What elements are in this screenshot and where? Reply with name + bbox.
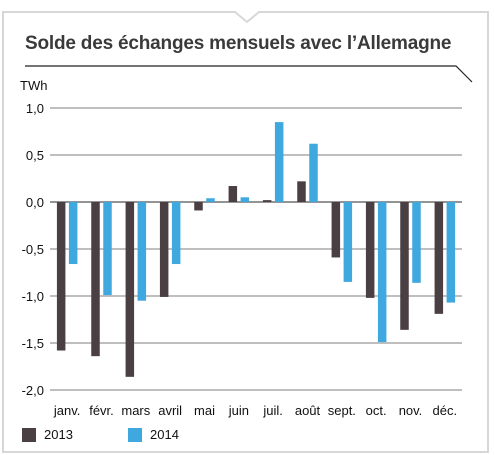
y-tick-label: -2,0: [22, 383, 44, 398]
bar-2014: [103, 202, 112, 296]
chart-title: Solde des échanges mensuels avec l’Allem…: [25, 33, 452, 54]
y-axis-unit: TWh: [20, 78, 48, 93]
legend-label-2013: 2013: [44, 427, 73, 442]
x-tick-labels: janv. févr. mars avril mai juin juil. août sept.…: [53, 403, 457, 418]
x-tick-label: janv.: [53, 403, 81, 418]
bar-2013: [434, 202, 444, 314]
bar-2013: [194, 202, 203, 211]
x-tick-label: mars: [121, 403, 150, 418]
legend-swatch-2014: [128, 427, 142, 442]
y-tick-label: -1,5: [22, 336, 44, 351]
bar-2014: [137, 202, 147, 301]
x-tick-label: août: [295, 403, 321, 418]
y-tick-label: 0,0: [26, 195, 44, 210]
bar-2013: [56, 202, 66, 351]
y-tick-label: -0,5: [22, 242, 44, 257]
bars: [56, 122, 456, 377]
legend-label-2014: 2014: [150, 427, 179, 442]
x-tick-label: oct.: [366, 403, 387, 418]
y-tick-labels: 1,0 0,5 0,0 -0,5 -1,0 -1,5 -2,0: [22, 101, 44, 398]
grid-lines: [50, 107, 462, 391]
bar-2013: [365, 202, 375, 298]
bar-2014: [446, 202, 456, 303]
bar-2013: [262, 200, 272, 202]
bar-2014: [68, 202, 78, 265]
x-tick-label: juil.: [262, 403, 283, 418]
bar-2014: [343, 202, 353, 282]
x-tick-label: juin: [228, 403, 249, 418]
bar-2014: [274, 122, 284, 202]
x-tick-label: avril: [158, 403, 182, 418]
bar-2013: [125, 202, 135, 377]
bar-2014: [377, 202, 387, 343]
x-tick-label: mai: [194, 403, 215, 418]
bar-2014: [309, 143, 318, 202]
y-tick-label: 1,0: [26, 101, 44, 116]
x-tick-label: nov.: [399, 403, 423, 418]
y-tick-label: -1,0: [22, 289, 44, 304]
legend-swatch-2013: [22, 427, 36, 442]
bar-2013: [159, 202, 169, 297]
x-tick-label: sept.: [328, 403, 356, 418]
bar-2013: [228, 186, 238, 202]
bar-2013: [297, 181, 306, 202]
x-tick-label: févr.: [89, 403, 114, 418]
bar-2014: [171, 202, 181, 265]
y-tick-label: 0,5: [26, 148, 44, 163]
bar-2013: [331, 202, 341, 258]
bar-2013: [91, 202, 100, 357]
bar-2014: [412, 202, 421, 283]
bar-2013: [400, 202, 409, 330]
x-tick-label: déc.: [433, 403, 458, 418]
bar-2014: [240, 197, 250, 202]
legend-item-2013: 2013: [22, 427, 73, 442]
bar-2014: [206, 198, 215, 202]
legend-item-2014: 2014: [128, 427, 179, 442]
